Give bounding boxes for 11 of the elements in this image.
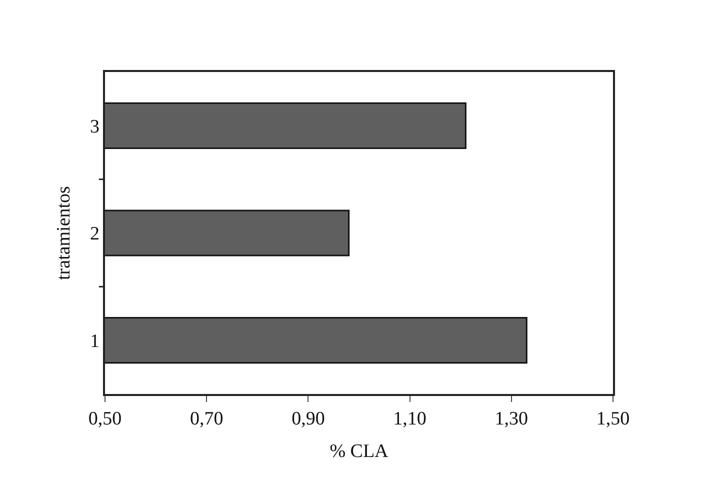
- x-tick-label: 1,10: [393, 408, 426, 430]
- x-tick-label: 1,30: [494, 408, 528, 430]
- y-axis-title: tratamientos: [53, 186, 74, 280]
- x-tick-label: 1,50: [596, 408, 630, 430]
- y-tick-label: 1: [90, 330, 100, 352]
- x-tick-label: 0,90: [292, 408, 325, 430]
- x-tick-label: 0,50: [88, 408, 122, 430]
- x-tick-label: 0,70: [190, 408, 224, 430]
- y-tick-label: 2: [90, 224, 100, 245]
- x-axis-title: % CLA: [330, 440, 389, 462]
- y-tick-label: 3: [90, 116, 100, 138]
